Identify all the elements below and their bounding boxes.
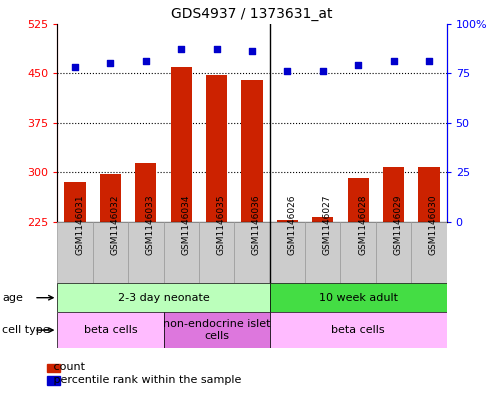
Bar [376, 222, 411, 283]
Bar [312, 217, 333, 222]
Point [177, 46, 185, 53]
Bar [347, 178, 369, 222]
Text: GSM1146026: GSM1146026 [287, 195, 296, 255]
Bar [164, 222, 199, 283]
Bar [93, 222, 128, 283]
Bar [171, 66, 192, 222]
Point [390, 58, 398, 64]
Point [213, 46, 221, 53]
Text: age: age [2, 293, 23, 303]
Point [354, 62, 362, 68]
Text: percentile rank within the sample: percentile rank within the sample [50, 375, 242, 386]
Text: count: count [50, 362, 85, 373]
Bar [57, 312, 164, 348]
Bar [242, 80, 262, 222]
Text: GSM1146028: GSM1146028 [358, 195, 367, 255]
Text: GSM1146030: GSM1146030 [429, 195, 438, 255]
Point [425, 58, 433, 64]
Bar [418, 167, 440, 222]
Bar [305, 222, 340, 283]
Bar [135, 162, 157, 222]
Text: GSM1146027: GSM1146027 [323, 195, 332, 255]
Bar [340, 222, 376, 283]
Text: 10 week adult: 10 week adult [319, 293, 398, 303]
Bar [100, 174, 121, 222]
Text: GSM1146031: GSM1146031 [75, 195, 84, 255]
Point [248, 48, 256, 55]
Text: GSM1146035: GSM1146035 [217, 195, 226, 255]
Point [283, 68, 291, 74]
Bar [206, 75, 227, 222]
Bar [57, 222, 93, 283]
Text: GSM1146034: GSM1146034 [181, 195, 190, 255]
Text: GSM1146032: GSM1146032 [110, 195, 119, 255]
Text: GSM1146033: GSM1146033 [146, 195, 155, 255]
Bar [128, 222, 164, 283]
Bar [269, 222, 305, 283]
Text: GSM1146029: GSM1146029 [394, 195, 403, 255]
Bar [383, 167, 404, 222]
Text: cell type: cell type [2, 325, 50, 335]
Bar [269, 312, 447, 348]
Bar [57, 283, 269, 312]
Point [71, 64, 79, 70]
Point [142, 58, 150, 64]
Bar [277, 220, 298, 222]
Bar [411, 222, 447, 283]
Point [319, 68, 327, 74]
Bar [269, 283, 447, 312]
Text: 2-3 day neonate: 2-3 day neonate [118, 293, 210, 303]
Text: beta cells: beta cells [331, 325, 385, 335]
Bar [164, 312, 269, 348]
Text: non-endocrine islet
cells: non-endocrine islet cells [163, 320, 270, 341]
Bar [64, 182, 86, 222]
Point [106, 60, 114, 66]
Title: GDS4937 / 1373631_at: GDS4937 / 1373631_at [171, 7, 333, 21]
Text: beta cells: beta cells [84, 325, 137, 335]
Text: GSM1146036: GSM1146036 [252, 195, 261, 255]
Bar [235, 222, 269, 283]
Bar [199, 222, 235, 283]
